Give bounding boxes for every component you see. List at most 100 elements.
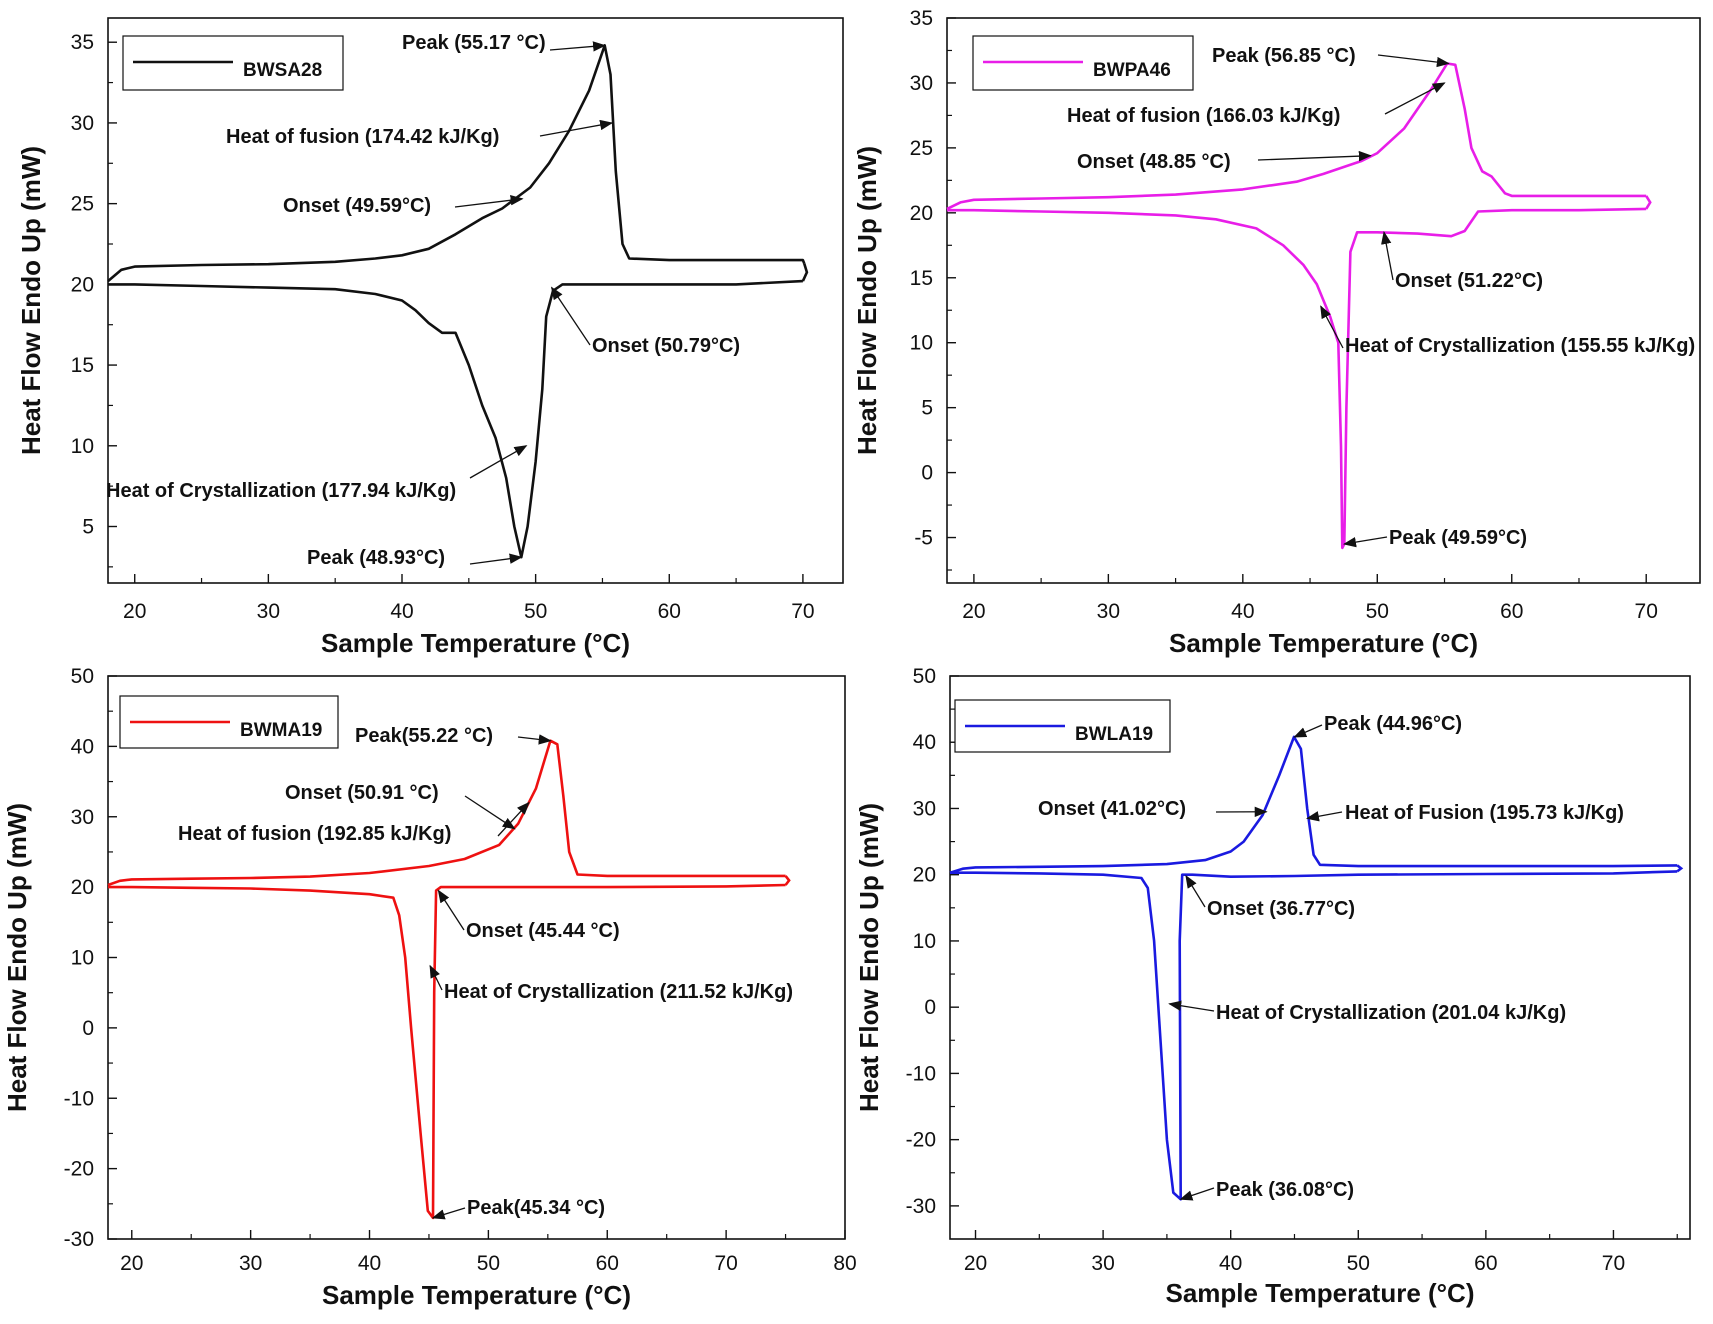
y-tick-label: 10 bbox=[910, 332, 933, 355]
annotation-heat-fusion: Heat of fusion (166.03 kJ/Kg) bbox=[1067, 105, 1340, 127]
cooling-curve bbox=[950, 870, 1678, 1201]
y-tick-label: 30 bbox=[913, 797, 936, 820]
annotation-heat-fusion: Heat of fusion (192.85 kJ/Kg) bbox=[178, 823, 451, 845]
x-tick-label: 50 bbox=[1347, 1252, 1370, 1275]
annotation-arrow bbox=[431, 1207, 466, 1220]
x-tick-label: 60 bbox=[1500, 600, 1523, 623]
cooling-curve bbox=[108, 279, 803, 559]
annotation-heat-cryst: Heat of Crystallization (155.55 kJ/Kg) bbox=[1345, 335, 1695, 357]
legend-label: BWLA19 bbox=[1075, 724, 1153, 745]
y-axis-label: Heat Flow Endo Up (mW) bbox=[852, 146, 882, 455]
y-tick-label: 10 bbox=[913, 930, 936, 953]
y-tick-label: 0 bbox=[921, 462, 933, 485]
annotation-arrow bbox=[1305, 811, 1343, 822]
x-tick-label: 70 bbox=[714, 1252, 737, 1275]
y-tick-label: 25 bbox=[910, 137, 933, 160]
legend: BWSA28 bbox=[122, 35, 344, 91]
annotation-heat-fusion: Heat of fusion (174.42 kJ/Kg) bbox=[226, 126, 499, 148]
x-tick-label: 40 bbox=[1231, 600, 1254, 623]
y-axis-label: Heat Flow Endo Up (mW) bbox=[2, 803, 32, 1112]
y-tick-label: -30 bbox=[906, 1195, 936, 1218]
annotation-peak-heat: Peak (56.85 °C) bbox=[1212, 45, 1356, 67]
x-tick-label: 50 bbox=[524, 600, 547, 623]
y-tick-label: 25 bbox=[71, 193, 94, 216]
x-tick-label: 40 bbox=[358, 1252, 381, 1275]
plot-frame bbox=[946, 17, 1701, 584]
annotation-arrow bbox=[464, 795, 516, 830]
x-tick-label: 50 bbox=[477, 1252, 500, 1275]
x-tick-label: 60 bbox=[1474, 1252, 1497, 1275]
annotation-onset-cool: Onset (36.77°C) bbox=[1207, 898, 1355, 920]
annotation-arrow bbox=[1293, 724, 1323, 738]
annotation-arrow bbox=[1320, 305, 1344, 349]
annotation-peak-cool: Peak (49.59°C) bbox=[1389, 527, 1527, 549]
annotation-onset-cool: Onset (51.22°C) bbox=[1395, 270, 1543, 292]
annotation-heat-fusion: Heat of Fusion (195.73 kJ/Kg) bbox=[1345, 802, 1624, 824]
y-axis-label: Heat Flow Endo Up (mW) bbox=[16, 146, 46, 455]
annotation-heat-cryst: Heat of Crystallization (201.04 kJ/Kg) bbox=[1216, 1002, 1566, 1024]
annotation-arrow bbox=[1377, 54, 1450, 68]
annotation-onset-cool: Onset (50.79°C) bbox=[592, 335, 740, 357]
y-tick-label: -10 bbox=[906, 1062, 936, 1085]
y-tick-label: 40 bbox=[913, 731, 936, 754]
legend-label: BWPA46 bbox=[1093, 60, 1171, 81]
annotation-arrow bbox=[429, 964, 443, 991]
annotation-peak-cool: Peak (48.93°C) bbox=[307, 547, 445, 569]
annotation-arrow bbox=[1343, 536, 1388, 548]
y-tick-label: 20 bbox=[71, 876, 94, 899]
chart-panel-bwma19: 20 30 40 50 60 70 80 -30 -20 -10 0 10 20 30 40 50 Sample… bbox=[2, 665, 857, 1310]
cooling-curve bbox=[108, 883, 786, 1220]
annotation-arrow bbox=[1168, 1000, 1215, 1012]
annotation-arrow bbox=[469, 553, 523, 565]
y-tick-label: 0 bbox=[924, 996, 936, 1019]
x-tick-label: 60 bbox=[658, 600, 681, 623]
x-tick-label: 40 bbox=[390, 600, 413, 623]
annotation-peak-heat: Peak (55.17 °C) bbox=[402, 32, 546, 54]
x-axis-label: Sample Temperature (°C) bbox=[1169, 628, 1478, 658]
legend: BWMA19 bbox=[119, 695, 339, 749]
y-tick-label: 20 bbox=[910, 202, 933, 225]
annotation-heat-cryst: Heat of Crystallization (211.52 kJ/Kg) bbox=[444, 981, 793, 1003]
chart-panel-bwpa46: 20 30 40 50 60 70 -5 0 5 10 15 20 25 30 35 Sample Tempe… bbox=[852, 7, 1701, 658]
legend-label: BWMA19 bbox=[240, 720, 322, 741]
y-tick-label: 10 bbox=[71, 435, 94, 458]
x-tick-label: 40 bbox=[1219, 1252, 1242, 1275]
x-tick-label: 60 bbox=[596, 1252, 619, 1275]
annotation-onset-heat: Onset (50.91 °C) bbox=[285, 782, 439, 804]
y-tick-label: 5 bbox=[921, 397, 933, 420]
y-tick-label: 20 bbox=[71, 273, 94, 296]
annotation-arrow bbox=[1179, 1187, 1215, 1201]
x-tick-label: 80 bbox=[833, 1252, 856, 1275]
x-tick-label: 20 bbox=[120, 1252, 143, 1275]
y-tick-label: 50 bbox=[71, 665, 94, 688]
annotation-peak-heat: Peak(55.22 °C) bbox=[355, 725, 493, 747]
loop-end-connector bbox=[801, 263, 809, 282]
x-tick-label: 30 bbox=[1097, 600, 1120, 623]
x-tick-label: 70 bbox=[1635, 600, 1658, 623]
y-tick-label: 50 bbox=[913, 665, 936, 688]
x-tick-label: 20 bbox=[123, 600, 146, 623]
x-axis-label: Sample Temperature (°C) bbox=[322, 1280, 631, 1310]
annotation-arrow bbox=[1185, 874, 1206, 908]
annotation-peak-cool: Peak (36.08°C) bbox=[1216, 1179, 1354, 1201]
annotation-arrow bbox=[1384, 82, 1446, 115]
y-tick-label: 0 bbox=[82, 1017, 94, 1040]
y-tick-label: 5 bbox=[82, 516, 94, 539]
annotation-onset-heat: Onset (48.85 °C) bbox=[1077, 151, 1231, 173]
plot-frame bbox=[107, 17, 844, 584]
heating-curve bbox=[946, 62, 1647, 211]
chart-panel-bwla19: 20 30 40 50 60 70 -30 -20 -10 0 10 20 30 40 50 Sample T… bbox=[854, 665, 1691, 1308]
y-axis-label: Heat Flow Endo Up (mW) bbox=[854, 803, 884, 1112]
x-axis-label: Sample Temperature (°C) bbox=[321, 628, 630, 658]
annotation-arrow bbox=[517, 734, 552, 745]
x-tick-label: 30 bbox=[257, 600, 280, 623]
annotation-arrow bbox=[539, 119, 614, 137]
y-tick-label: 20 bbox=[913, 864, 936, 887]
annotation-arrow bbox=[497, 801, 530, 837]
loop-end-connector bbox=[1645, 195, 1652, 210]
legend: BWPA46 bbox=[972, 35, 1194, 91]
x-tick-label: 30 bbox=[239, 1252, 262, 1275]
annotation-arrow bbox=[469, 445, 528, 479]
y-tick-label: -10 bbox=[64, 1087, 94, 1110]
